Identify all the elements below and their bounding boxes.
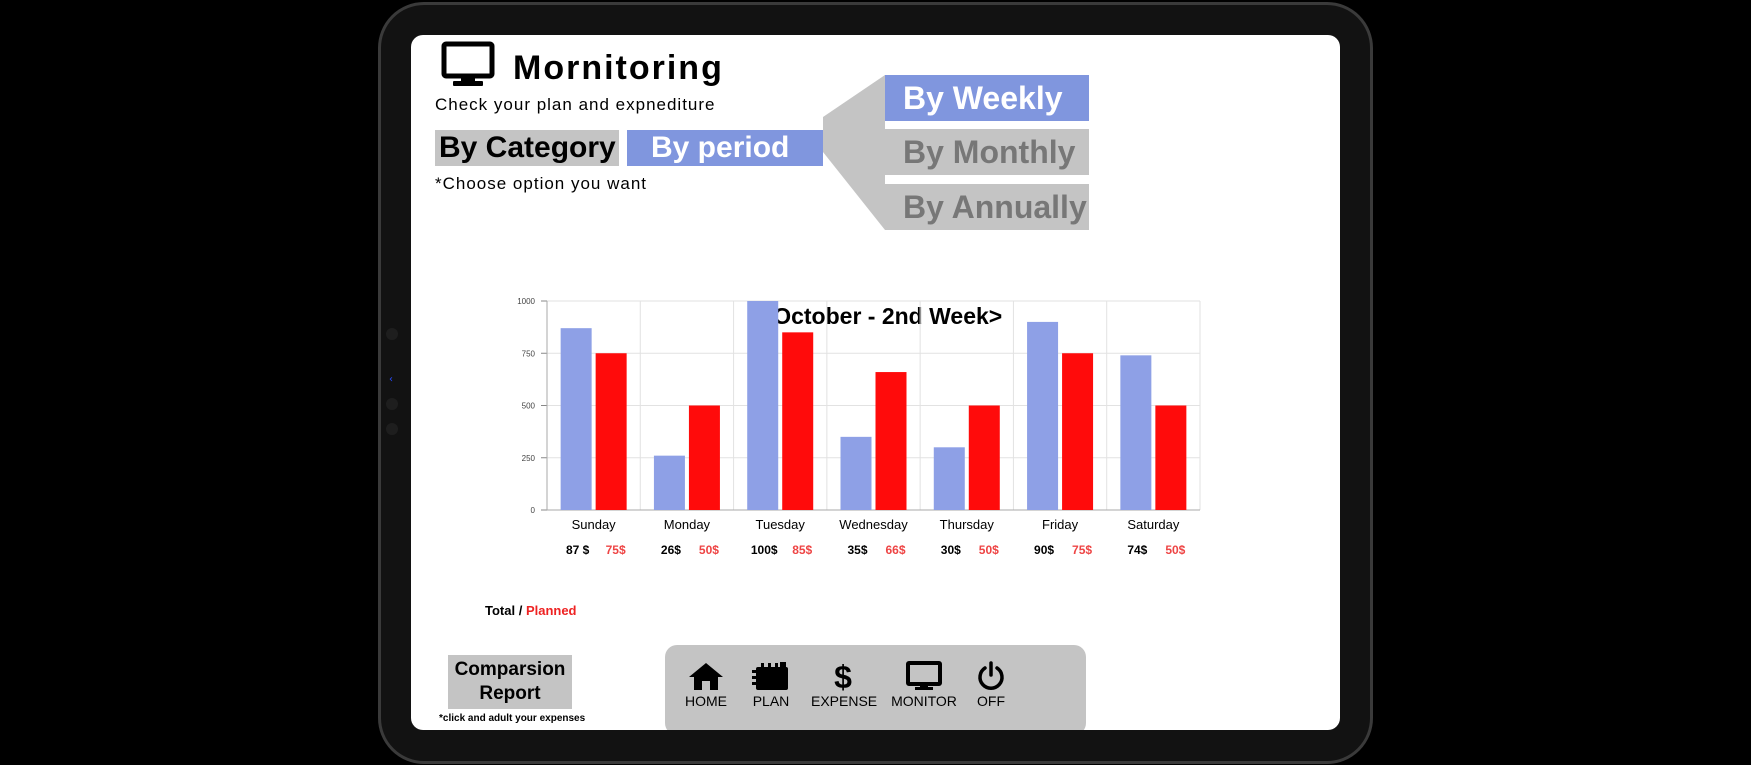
bottom-nav: HOME PLAN $ EXPENSE MONITOR [665, 645, 1086, 730]
total-actual-value: 35$ [847, 543, 867, 557]
total-actual-value: 74$ [1127, 543, 1147, 557]
total-actual-value: 26$ [661, 543, 681, 557]
total-planned-value: 75$ [1072, 543, 1092, 557]
x-tick-label: Tuesday [756, 517, 806, 532]
total-actual-value: 87 $ [566, 543, 590, 557]
monitor-icon [441, 41, 495, 86]
bar-planned [688, 405, 720, 510]
bar-actual [560, 328, 592, 510]
total-actual-value: 30$ [941, 543, 961, 557]
bar-actual [840, 436, 872, 510]
bar-actual [653, 455, 685, 510]
svg-text:$: $ [834, 661, 852, 691]
side-arrow-icon: ‹ [389, 374, 393, 385]
y-tick-label: 750 [522, 349, 536, 358]
power-icon [978, 661, 1004, 690]
y-tick-label: 1000 [517, 297, 535, 306]
total-word: Total / [485, 603, 523, 618]
bar-planned [875, 372, 907, 510]
nav-expense[interactable]: $ EXPENSE [811, 661, 878, 709]
dollar-icon: $ [834, 661, 852, 691]
x-tick-label: Monday [664, 517, 711, 532]
sensor-dot-2 [386, 423, 398, 435]
y-tick-label: 250 [522, 454, 536, 463]
tab-by-period[interactable]: By period [627, 130, 823, 166]
x-tick-label: Saturday [1127, 517, 1180, 532]
report-hint: *click and adult your expenses [439, 713, 586, 724]
bar-actual [1027, 321, 1059, 510]
screen: Mornitoring Check your plan and expnedit… [411, 35, 1340, 730]
nav-monitor-label: MONITOR [891, 693, 957, 709]
total-planned-value: 50$ [979, 543, 999, 557]
x-tick-label: Thursday [940, 517, 995, 532]
planned-word: Planned [525, 603, 577, 618]
bar-planned [595, 353, 627, 510]
page-title: Mornitoring [513, 49, 724, 87]
total-planned-value: 50$ [699, 543, 719, 557]
nav-home[interactable]: HOME [683, 661, 729, 709]
bar-actual [1120, 355, 1152, 510]
report-line-2: Report [479, 683, 541, 704]
bar-planned [968, 405, 1000, 510]
option-by-monthly[interactable]: By Monthly [885, 129, 1089, 175]
bar-planned [1155, 405, 1187, 510]
total-actual-value: 100$ [751, 543, 778, 557]
nav-off-label: OFF [977, 693, 1005, 709]
total-actual-value: 90$ [1034, 543, 1054, 557]
monitor-icon [906, 661, 942, 690]
x-tick-label: Sunday [572, 517, 617, 532]
report-line-1: Comparsion [454, 659, 566, 680]
option-by-annually[interactable]: By Annually [885, 184, 1089, 230]
y-tick-label: 0 [531, 506, 536, 515]
total-planned-value: 50$ [1165, 543, 1185, 557]
nav-plan-label: PLAN [752, 693, 790, 709]
x-tick-label: Friday [1042, 517, 1079, 532]
chart-title: <October - 2nd Week> [759, 303, 1003, 329]
totals-label: Total / Planned [485, 603, 577, 618]
total-planned-value: 85$ [792, 543, 812, 557]
bar-chart: 0 250 500 750 1000 Sunday 87 $ 75$ Monday 26$ 50$ T… [517, 297, 1201, 557]
nav-monitor[interactable]: MONITOR [889, 661, 959, 709]
nav-plan[interactable]: PLAN [749, 661, 793, 709]
nav-off[interactable]: OFF [973, 661, 1009, 709]
home-icon [689, 663, 723, 690]
period-dropdown-connector [823, 75, 885, 230]
nav-expense-label: EXPENSE [811, 693, 878, 709]
nav-home-label: HOME [685, 693, 727, 709]
comparison-report-button[interactable]: Comparsion Report [448, 655, 572, 709]
bar-actual [933, 447, 965, 510]
tab-by-category[interactable]: By Category [435, 130, 619, 166]
choose-hint: *Choose option you want [435, 174, 648, 193]
y-tick-label: 500 [522, 402, 536, 411]
bar-planned [782, 332, 814, 510]
camera-dot [386, 328, 398, 340]
total-planned-value: 66$ [885, 543, 905, 557]
option-by-weekly[interactable]: By Weekly [885, 75, 1089, 121]
notebook-icon [752, 662, 788, 690]
page-subtitle: Check your plan and expnediture [435, 95, 716, 114]
bar-actual [747, 301, 779, 510]
x-tick-label: Wednesday [839, 517, 908, 532]
bar-planned [1062, 353, 1094, 510]
total-planned-value: 75$ [606, 543, 626, 557]
sensor-dot [386, 398, 398, 410]
